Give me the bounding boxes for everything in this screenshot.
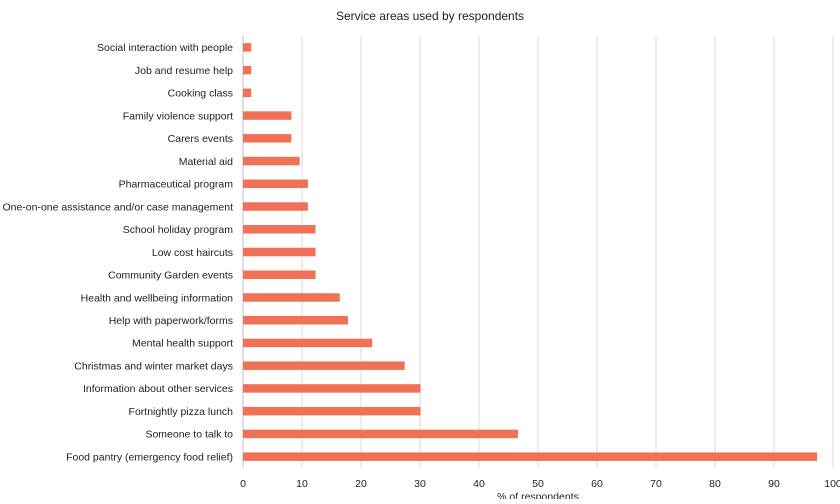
x-tick-label: 20 (355, 478, 367, 490)
bar (243, 293, 340, 302)
bar (243, 111, 292, 120)
bar (243, 315, 349, 325)
category-label: Social interaction with people (97, 42, 233, 54)
x-tick-label: 60 (591, 478, 603, 490)
category-label: Help with paperwork/forms (109, 315, 233, 327)
category-label: Information about other services (83, 383, 233, 395)
x-tick-label: 100 (824, 478, 840, 490)
bars (243, 43, 818, 461)
gridlines (242, 36, 834, 468)
category-label: Community Garden events (108, 270, 233, 282)
bar (243, 452, 818, 461)
category-label: One-on-one assistance and/or case manage… (2, 201, 233, 213)
x-tick-label: 30 (414, 478, 426, 490)
x-tick-label: 80 (709, 478, 721, 490)
bar (243, 247, 316, 257)
bar (243, 270, 316, 279)
category-label: Family violence support (123, 110, 233, 122)
bar (243, 156, 300, 166)
category-label: Carers events (168, 133, 233, 145)
bar (243, 338, 373, 348)
category-label: Mental health support (132, 338, 233, 350)
category-label: Cooking class (168, 88, 233, 100)
x-tick-label: 0 (240, 478, 246, 490)
category-label: Fortnightly pizza lunch (129, 406, 234, 418)
category-label: Job and resume help (135, 65, 233, 77)
bar (243, 361, 405, 370)
chart-title: Service areas used by respondents (336, 9, 524, 23)
category-label: Material aid (179, 156, 233, 168)
bar (243, 202, 308, 211)
x-tick-label: 70 (650, 478, 662, 490)
bar (243, 429, 518, 439)
category-label: Christmas and winter market days (74, 360, 233, 372)
x-tick-label: 50 (532, 478, 544, 490)
category-labels: Social interaction with people Job and re… (2, 42, 233, 463)
x-tick-labels: 0 10 20 30 40 50 60 70 80 90 100 (240, 478, 840, 490)
category-label: Low cost haircuts (152, 247, 233, 259)
category-label: Food pantry (emergency food relief) (66, 451, 233, 463)
x-axis-title: % of respondents (497, 491, 579, 499)
category-label: School holiday program (123, 224, 234, 236)
bar (243, 134, 292, 143)
bar (243, 43, 252, 52)
x-tick-label: 40 (473, 478, 485, 490)
category-label: Pharmaceutical program (119, 179, 234, 191)
category-label: Someone to talk to (145, 429, 233, 441)
bar (243, 225, 316, 234)
bar (243, 406, 421, 416)
x-tick-label: 10 (296, 478, 308, 490)
bar (243, 179, 308, 189)
x-tick-label: 90 (768, 478, 780, 490)
bar (243, 88, 252, 98)
bar (243, 384, 421, 393)
category-label: Health and wellbeing information (81, 292, 234, 304)
bar (243, 65, 252, 75)
